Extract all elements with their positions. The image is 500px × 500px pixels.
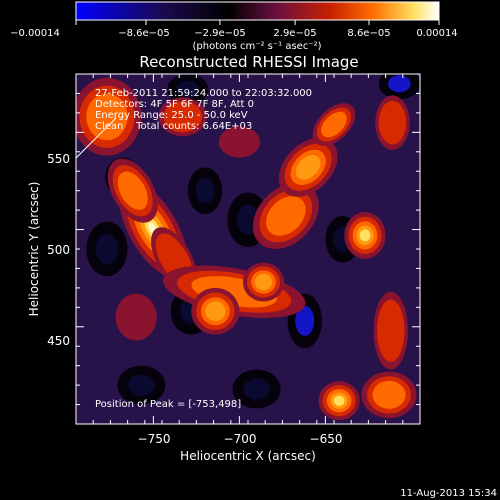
dark-source (167, 74, 209, 106)
x-tick-label: −700 (224, 432, 257, 446)
x-tick-label: −650 (310, 432, 343, 446)
bright-source (373, 291, 408, 370)
y-tick-label: 500 (47, 243, 70, 257)
bright-source (107, 158, 158, 223)
annotation-detectors: Detectors: 4F 5F 6F 7F 8F, Att 0 (95, 99, 254, 110)
axes (75, 73, 421, 425)
bright-source (375, 95, 410, 150)
annotation-energy-range: Energy Range: 25.0 - 50.0 keV (95, 110, 248, 121)
colorbar (75, 1, 440, 21)
bright-source (115, 293, 157, 341)
dark-source (232, 369, 281, 409)
bright-source (344, 212, 386, 259)
bright-source (76, 77, 142, 156)
colorbar-tick-label: −2.9e−05 (194, 28, 246, 39)
dark-source (86, 221, 128, 277)
x-axis-label: Heliocentric X (arcsec) (180, 449, 316, 463)
y-tick-label: 450 (47, 334, 70, 348)
dark-source (117, 365, 166, 405)
bright-source (252, 182, 319, 249)
bright-source (218, 126, 261, 158)
x-tick-label: −750 (138, 432, 171, 446)
heatmap-image (76, 74, 420, 421)
bright-source (318, 381, 360, 421)
annotation-time-range: 27-Feb-2011 21:59:24.000 to 22:03:32.000 (95, 88, 312, 99)
chart-title: Reconstructed RHESSI Image (139, 53, 358, 71)
y-axis-label: Heliocentric Y (arcsec) (27, 182, 41, 317)
y-tick-label: 550 (47, 152, 70, 166)
colorbar-units: (photons cm⁻² s⁻¹ asec⁻²) (192, 41, 321, 52)
annotation-clean-counts: Clean Total counts: 6.64E+03 (95, 121, 252, 132)
colorbar-tick-label: −8.6e−05 (118, 28, 170, 39)
dark-source (187, 167, 223, 215)
bright-source (278, 137, 338, 197)
colorbar-tick-label: −0.00014 (10, 28, 60, 39)
dark-source (378, 74, 420, 100)
bright-source (312, 103, 356, 146)
bright-source (361, 371, 417, 419)
colorbar-tick-label: 8.6e−05 (347, 28, 390, 39)
bright-source (158, 97, 207, 137)
bright-source (191, 287, 240, 335)
colorbar-ticks (75, 20, 440, 25)
colorbar-tick-label: 2.9e−05 (273, 28, 316, 39)
colorbar-tick-label: 0.00014 (416, 28, 457, 39)
bright-source (242, 262, 285, 302)
limb-line (76, 117, 117, 159)
footer-date: 11-Aug-2013 15:34 (400, 488, 497, 499)
annotation-peak-position: Position of Peak = [-753,498] (95, 399, 241, 410)
